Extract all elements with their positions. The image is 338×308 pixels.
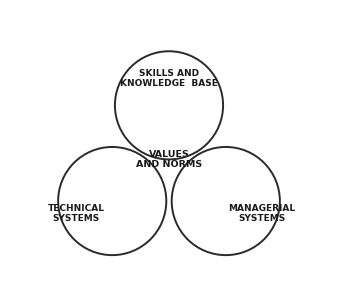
Text: TECHNICAL
SYSTEMS: TECHNICAL SYSTEMS — [47, 204, 104, 223]
Text: VALUES
AND NORMS: VALUES AND NORMS — [136, 150, 202, 169]
Text: SKILLS AND
KNOWLEDGE  BASE: SKILLS AND KNOWLEDGE BASE — [120, 69, 218, 88]
Text: MANAGERIAL
SYSTEMS: MANAGERIAL SYSTEMS — [228, 204, 295, 223]
